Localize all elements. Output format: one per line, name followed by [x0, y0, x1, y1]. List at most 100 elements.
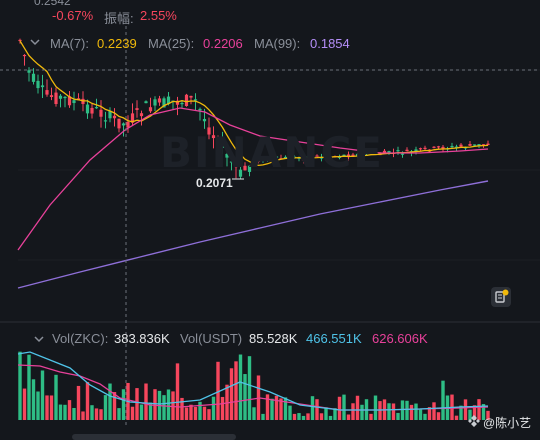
candle-body	[373, 152, 378, 154]
volume-bar	[27, 354, 31, 420]
candle-body	[85, 104, 90, 114]
candle-body	[477, 144, 481, 147]
candle-body	[207, 127, 211, 135]
candle-body	[18, 39, 22, 42]
volume-bar	[108, 383, 112, 420]
volume-bar	[189, 404, 193, 420]
candle-body	[76, 98, 81, 100]
candle-body	[108, 110, 112, 119]
volume-bar	[373, 395, 378, 420]
volume-bar	[432, 402, 436, 420]
candle-body	[175, 100, 180, 105]
candle-body	[481, 144, 486, 146]
volume-bar	[76, 385, 81, 420]
volume-bar	[328, 415, 333, 420]
volume-bar	[481, 404, 486, 420]
candle-body	[265, 159, 270, 162]
volume-bar	[351, 403, 355, 420]
candle-body	[274, 156, 279, 158]
candle-body	[162, 98, 166, 108]
volume-bar	[112, 392, 117, 420]
volume-bar	[90, 405, 94, 420]
volume-bar	[396, 412, 400, 420]
volume-bar	[54, 374, 58, 420]
candle-body	[234, 162, 238, 168]
watermark: BINANCE	[160, 128, 384, 177]
volume-ma-cyan-line	[17, 351, 489, 411]
candle-body	[184, 94, 189, 107]
candle-body	[144, 101, 148, 104]
candle-body	[238, 169, 243, 177]
volume-bar	[139, 404, 144, 420]
volume-bar	[454, 415, 459, 420]
note-icon[interactable]	[491, 287, 511, 307]
volume-bar	[135, 388, 139, 420]
vol-ma1-value: 466.551K	[306, 331, 362, 346]
volume-bar	[171, 391, 175, 420]
candle-body	[180, 102, 184, 105]
volume-bar	[342, 394, 346, 420]
volume-bar	[414, 403, 418, 420]
volume-bar	[31, 379, 36, 420]
candle-body	[400, 153, 405, 155]
volume-bar	[319, 413, 324, 420]
candle-body	[157, 98, 162, 103]
scrollbar-thumb[interactable]	[72, 434, 236, 440]
volume-bar	[423, 413, 427, 420]
candle-body	[193, 99, 198, 101]
vol-zkc-label: Vol(ZKC):	[52, 331, 109, 346]
ma25-label: MA(25):	[148, 36, 195, 51]
volume-bar	[355, 395, 360, 420]
candle-body	[418, 148, 423, 150]
volume-bar	[333, 408, 337, 420]
candle-body	[369, 152, 373, 154]
ma99-line	[17, 180, 489, 289]
candle-body	[229, 161, 234, 163]
volume-bar	[148, 402, 153, 420]
volume-bar	[49, 395, 54, 420]
amplitude-value: 2.55%	[140, 8, 177, 23]
candle-body	[121, 123, 126, 126]
volume-bar	[153, 389, 157, 420]
vol-ma2-value: 626.606K	[372, 331, 428, 346]
volume-bar	[211, 396, 216, 420]
candle-body	[459, 144, 463, 147]
vol-chevron-down-icon[interactable]	[34, 331, 44, 343]
top-price-label: 0.2542	[34, 0, 71, 8]
volume-bar	[247, 356, 252, 420]
volume-bar	[184, 407, 189, 420]
chevron-down-icon[interactable]	[30, 34, 40, 46]
volume-bar	[67, 400, 72, 420]
candle-body	[324, 155, 328, 157]
candle-body	[148, 107, 153, 112]
volume-bar	[427, 407, 432, 420]
change-percent: -0.67%	[52, 8, 94, 23]
low-price-marker: 0.2071	[196, 176, 233, 190]
volume-bar	[360, 404, 364, 420]
volume-bar	[459, 405, 463, 420]
candle-body	[139, 113, 144, 117]
volume-bar	[391, 403, 396, 420]
candle-body	[22, 54, 27, 57]
vol-zkc-value: 383.836K	[114, 331, 170, 346]
volume-bar	[63, 404, 67, 420]
volume-bar	[472, 405, 477, 420]
volume-bar	[36, 391, 40, 420]
ma25-value: 0.2206	[203, 36, 243, 51]
candle-body	[243, 165, 247, 171]
volume-bar	[180, 397, 184, 420]
volume-bar	[468, 409, 472, 420]
candle-body	[58, 95, 63, 99]
candle-body	[126, 121, 130, 128]
volume-bar	[144, 383, 148, 420]
volume-bar	[324, 407, 328, 420]
volume-bar	[238, 354, 243, 420]
volume-bar	[175, 363, 180, 420]
volume-bar	[166, 389, 171, 420]
volume-bar	[81, 411, 85, 420]
candle-body	[99, 109, 103, 117]
candle-body	[166, 96, 171, 105]
volume-bar	[202, 406, 207, 420]
candle-body	[225, 153, 229, 158]
